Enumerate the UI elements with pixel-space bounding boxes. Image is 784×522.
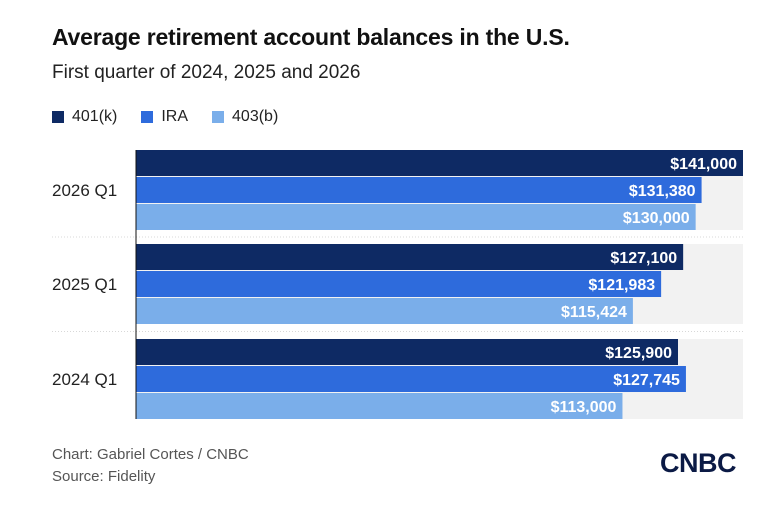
bar-value-label: $141,000 (670, 156, 737, 173)
bar-value-label: $121,983 (588, 277, 655, 294)
bar (136, 339, 678, 365)
bar-value-label: $127,100 (610, 250, 677, 267)
bar (136, 298, 633, 324)
chart-credit: Chart: Gabriel Cortes / CNBC (52, 446, 249, 463)
bar-value-label: $130,000 (623, 210, 690, 227)
bar (136, 244, 684, 270)
bar (136, 204, 696, 230)
legend-swatch-ira (141, 111, 154, 123)
bar (136, 271, 662, 297)
category-label: 2024 Q1 (52, 370, 117, 389)
bar-value-label: $113,000 (551, 399, 617, 416)
legend-swatch-403b (212, 111, 225, 123)
bar (136, 366, 686, 392)
chart-source: Source: Fidelity (52, 468, 156, 485)
category-label: 2025 Q1 (52, 275, 117, 294)
legend-label-ira: IRA (161, 108, 189, 125)
bar-value-label: $115,424 (561, 304, 627, 321)
legend-label-403b: 403(b) (232, 108, 279, 125)
bar (136, 177, 702, 203)
bar-value-label: $125,900 (605, 345, 672, 362)
bar-value-label: $131,380 (629, 183, 696, 200)
legend-item-401k: 401(k) (52, 108, 117, 126)
legend-item-403b: 403(b) (212, 108, 278, 126)
chart-title: Average retirement account balances in t… (52, 24, 570, 50)
chart-subtitle: First quarter of 2024, 2025 and 2026 (52, 62, 361, 83)
legend-swatch-401k (52, 111, 64, 123)
legend-label-401k: 401(k) (72, 108, 118, 125)
chart-legend: 401(k) IRA 403(b) (52, 108, 302, 126)
bar (136, 393, 623, 419)
legend-item-ira: IRA (141, 108, 188, 126)
bar-value-label: $127,745 (613, 372, 680, 389)
cnbc-logo: CNBC (660, 448, 737, 478)
bar (136, 150, 743, 176)
category-label: 2026 Q1 (52, 181, 117, 200)
